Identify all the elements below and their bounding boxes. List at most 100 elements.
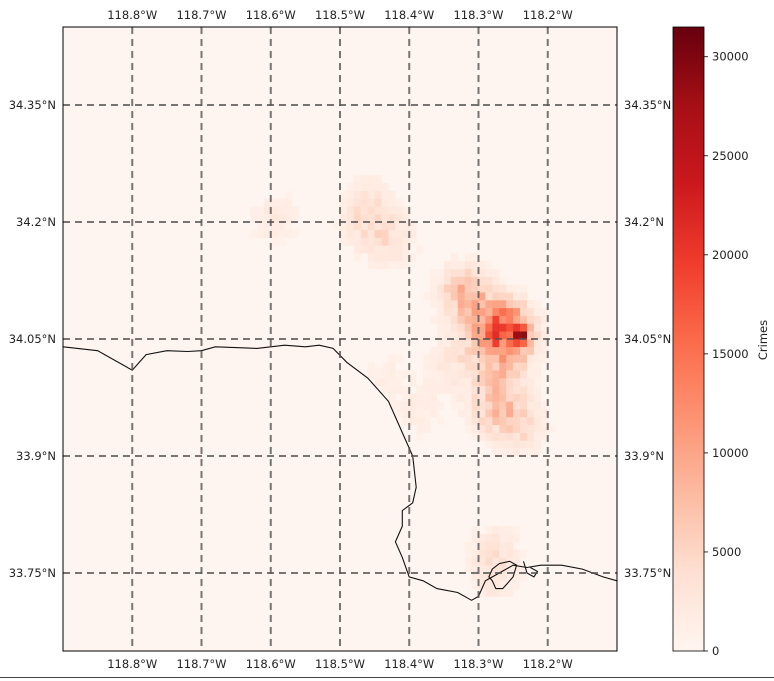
heat-cell — [346, 237, 355, 246]
heat-cell — [478, 370, 486, 379]
heat-cell — [478, 549, 486, 558]
heat-cell — [520, 424, 528, 433]
heat-cell — [513, 409, 521, 418]
heat-cell — [457, 300, 465, 309]
heat-cell — [506, 409, 514, 418]
heat-cell — [402, 245, 410, 254]
heat-cell — [464, 409, 472, 418]
heat-cell — [437, 315, 445, 324]
heat-cell — [443, 315, 452, 324]
heat-cell — [471, 253, 479, 262]
heat-cell — [340, 214, 348, 223]
heat-cell — [450, 323, 458, 332]
heat-cell — [471, 393, 479, 402]
heat-cell — [395, 401, 403, 410]
heat-cell — [527, 385, 535, 394]
heat-cell — [464, 284, 472, 293]
heat-cell — [499, 573, 507, 582]
bottom-divider — [0, 677, 774, 678]
heat-cell — [277, 222, 285, 231]
heat-cell — [499, 424, 507, 433]
heat-cell — [430, 292, 438, 301]
heat-cell — [443, 385, 452, 394]
heat-cell — [423, 292, 431, 301]
heat-cell — [340, 190, 348, 199]
heat-cell — [381, 214, 389, 223]
heat-cell — [457, 385, 465, 394]
heat-cell — [409, 417, 417, 426]
heat-cell — [478, 424, 486, 433]
heat-cell — [367, 362, 375, 371]
heat-cell — [471, 307, 479, 316]
heat-cell — [492, 331, 500, 340]
heat-cell — [478, 393, 486, 402]
heat-cell — [520, 339, 528, 348]
heat-cell — [443, 323, 452, 332]
heat-cell — [443, 284, 452, 293]
heat-cell — [506, 573, 514, 582]
heat-cell — [450, 354, 458, 363]
heat-cell — [395, 229, 403, 238]
heat-cell — [485, 276, 493, 285]
heat-cell — [395, 245, 403, 254]
heat-cell — [533, 385, 542, 394]
heat-cell — [471, 385, 479, 394]
heat-cell — [499, 393, 507, 402]
y-tick-label-right: 34.35°N — [624, 98, 671, 112]
heat-cell — [492, 534, 500, 543]
heat-cell — [520, 440, 528, 449]
heat-cell — [464, 276, 472, 285]
heat-cell — [409, 393, 417, 402]
heat-cell — [450, 292, 458, 301]
heat-cell — [471, 580, 479, 589]
heat-cell — [381, 206, 389, 215]
heat-cell — [513, 284, 521, 293]
heat-cell — [513, 378, 521, 387]
heat-cell — [492, 432, 500, 441]
heat-cell — [540, 323, 548, 332]
heat-cell — [360, 175, 368, 184]
heat-cell — [277, 206, 285, 215]
heat-cell — [513, 354, 521, 363]
heat-cell — [506, 385, 514, 394]
heat-cell — [527, 424, 535, 433]
heat-cell — [416, 432, 424, 441]
heat-cell — [402, 222, 410, 231]
heat-cell — [520, 378, 528, 387]
heat-cell — [367, 206, 375, 215]
heat-cell — [513, 307, 521, 316]
heat-cell — [388, 229, 396, 238]
heat-cell — [492, 339, 500, 348]
heat-cell — [250, 206, 258, 215]
heat-cell — [353, 245, 362, 254]
heat-cell — [499, 307, 507, 316]
heat-cell — [492, 315, 500, 324]
heat-cell — [506, 526, 514, 535]
heat-cell — [367, 190, 375, 199]
heat-cell — [520, 549, 528, 558]
heat-cell — [499, 409, 507, 418]
heat-cell — [284, 190, 292, 199]
heat-cell — [506, 440, 514, 449]
heat-cell — [437, 346, 445, 355]
heat-cell — [520, 323, 528, 332]
heat-cell — [513, 362, 521, 371]
axis-tick-labels: 118.8°W 118.8°W 118.7°W 118.7°W 118.6°W 118.6… — [9, 8, 672, 671]
heat-cell — [506, 393, 514, 402]
y-tick-label-right: 34.2°N — [624, 215, 664, 229]
heat-cell — [527, 378, 535, 387]
heat-cell — [513, 292, 521, 301]
heat-cell — [395, 409, 403, 418]
heat-cell — [485, 300, 493, 309]
heat-cell — [395, 385, 403, 394]
heat-cell — [450, 393, 458, 402]
heat-cell — [492, 362, 500, 371]
heat-cell — [492, 565, 500, 574]
heat-cell — [423, 393, 431, 402]
heat-cell — [409, 409, 417, 418]
heat-cell — [478, 409, 486, 418]
heat-cell — [499, 362, 507, 371]
heat-cell — [499, 588, 507, 597]
heat-cell — [423, 354, 431, 363]
heat-cell — [527, 393, 535, 402]
